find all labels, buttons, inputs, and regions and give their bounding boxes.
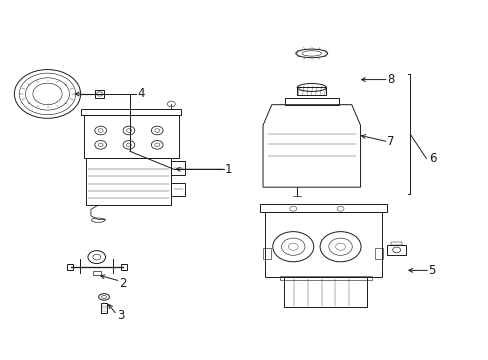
- Bar: [101, 303, 107, 314]
- Bar: [86, 158, 171, 205]
- Text: 4: 4: [137, 87, 144, 100]
- Text: 7: 7: [386, 135, 394, 148]
- Bar: [67, 264, 73, 270]
- Bar: [121, 264, 127, 270]
- Bar: [284, 277, 366, 307]
- Bar: [262, 248, 271, 259]
- Bar: [260, 204, 386, 212]
- Bar: [171, 161, 184, 175]
- Text: 8: 8: [386, 73, 393, 86]
- Bar: [285, 98, 338, 105]
- Bar: [83, 116, 178, 158]
- Bar: [390, 242, 402, 245]
- Bar: [95, 90, 104, 98]
- Text: 3: 3: [117, 309, 124, 322]
- Bar: [171, 183, 184, 196]
- Bar: [81, 109, 181, 116]
- Bar: [386, 244, 406, 255]
- Bar: [374, 248, 383, 259]
- Text: 5: 5: [427, 264, 435, 277]
- Text: 2: 2: [119, 277, 126, 290]
- Bar: [93, 271, 101, 275]
- Text: 6: 6: [428, 152, 435, 165]
- Text: 1: 1: [224, 163, 232, 176]
- Bar: [279, 276, 371, 280]
- Bar: [297, 87, 326, 95]
